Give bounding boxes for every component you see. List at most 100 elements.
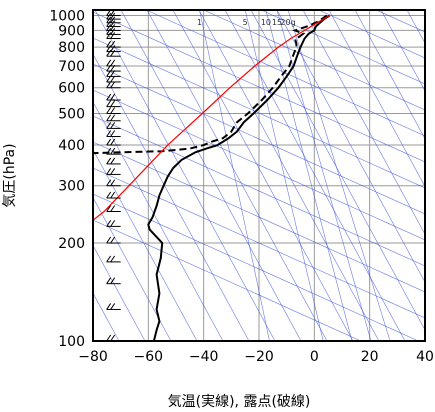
wind-barb-flag [110, 191, 116, 199]
dry-adiabat-line [93, 149, 198, 341]
wind-barb-flag [110, 75, 116, 83]
dry-adiabat-line [94, 10, 276, 341]
x-tick-label: −80 [78, 349, 108, 365]
wind-barb-flag [106, 100, 112, 107]
plot-frame [92, 9, 426, 342]
y-axis-title: 気圧(hPa) [2, 143, 18, 207]
wind-barb-flag [110, 236, 116, 244]
wind-barb [106, 114, 121, 122]
wind-barb-flag [110, 107, 116, 114]
y-tick-label: 900 [58, 23, 85, 39]
wind-barb-flag [106, 107, 112, 114]
wind-barb-flag [106, 93, 112, 101]
dry-adiabat-line [380, 10, 425, 92]
wind-barb-flag [110, 100, 116, 107]
wind-barb [106, 303, 121, 310]
wind-barb-flag [106, 81, 112, 89]
mixing-ratio-line [199, 10, 270, 341]
dry-adiabat-line [276, 10, 425, 283]
y-tick-label: 500 [58, 107, 85, 123]
wind-barb-flag [110, 12, 116, 20]
wind-barb-flag [106, 12, 112, 20]
wind-barb-flag [110, 303, 116, 310]
wind-barb [106, 107, 121, 115]
wind-barb-flag [110, 179, 116, 186]
y-tick-label: 100 [58, 334, 85, 350]
wind-barb [106, 75, 121, 83]
wind-barb-flag [106, 168, 112, 175]
wind-barb-flag [110, 49, 116, 57]
wind-barb-flag [110, 93, 116, 101]
dry-adiabat-line [224, 10, 406, 341]
wind-barb [106, 93, 121, 101]
x-tick-label: −60 [134, 349, 164, 365]
wind-barb-flag [110, 138, 116, 146]
y-tick-label: 1000 [49, 9, 85, 25]
moist-adiabat-line [93, 11, 425, 163]
wind-barb-flag [110, 114, 116, 122]
wind-barb-flag [106, 236, 112, 244]
wind-barb [106, 147, 121, 155]
wind-barb-flag [110, 28, 116, 35]
dry-adiabat-line [120, 10, 302, 341]
wind-barb [106, 255, 121, 263]
wind-barb-flag [110, 205, 116, 212]
wind-barb [106, 122, 121, 129]
wind-barb-flag [106, 179, 112, 186]
wind-barb-flag [106, 64, 112, 72]
wind-barb [106, 277, 121, 285]
dry-adiabat-line [302, 10, 425, 235]
wind-barb-flag [110, 130, 116, 137]
wind-barb-flag [106, 40, 112, 48]
wind-barb [106, 168, 121, 175]
wind-barb-flag [110, 24, 116, 31]
dry-adiabat-line [198, 10, 380, 341]
wind-barb-flag [106, 130, 112, 137]
mixing-ratio-label: 1 [197, 18, 202, 27]
wind-barb-flag [106, 138, 112, 146]
mixing-ratio-line [287, 10, 391, 341]
dry-adiabat-line [250, 10, 425, 331]
wind-barb-flag [110, 59, 116, 67]
dry-adiabat-line [406, 10, 425, 44]
dry-adiabat-line [93, 244, 146, 341]
wind-barb-flag [106, 70, 112, 77]
dry-adiabat-line [93, 53, 250, 341]
wind-barb-flag [110, 64, 116, 72]
moist-adiabat-line [260, 10, 425, 85]
series-layer [93, 14, 331, 341]
moist-adiabat-line [93, 37, 425, 189]
dry-adiabat-line [328, 10, 425, 188]
x-tick-label: −20 [244, 349, 274, 365]
wind-barb [106, 179, 121, 187]
mixing-ratio-label: 15 [272, 18, 282, 27]
wind-barb [106, 138, 121, 146]
wind-barb [106, 191, 121, 199]
moist-adiabat-line [93, 63, 425, 215]
dry-adiabat-line [354, 10, 425, 140]
wind-barb-flag [106, 122, 112, 129]
wind-barb-flag [106, 20, 112, 27]
mixing-ratio-line [265, 10, 353, 341]
wind-barb-flag [106, 157, 112, 165]
wind-barb-flag [110, 147, 116, 155]
mixing-ratio-label: 5 [243, 18, 248, 27]
mixing-ratio-line [244, 10, 324, 341]
wind-barb-flag [110, 277, 116, 284]
wind-barb-flag [110, 16, 116, 24]
wind-barb-flag [106, 59, 112, 67]
grid-layer [92, 10, 426, 342]
wind-barb [106, 157, 121, 165]
wind-barb [106, 81, 121, 89]
wind-barb-flag [106, 28, 112, 35]
moist-adiabat-line [202, 10, 425, 111]
moist-adiabat-line [93, 141, 425, 293]
mixing-ratio-lines [93, 10, 425, 341]
wind-barb-flag [106, 303, 112, 310]
wind-barb-flag [106, 191, 112, 199]
wind-barb [106, 205, 121, 212]
wind-barb-flag [106, 147, 112, 155]
wind-barb-flag [110, 220, 116, 227]
dry-adiabat-line [146, 10, 328, 341]
wind-barb-flag [110, 255, 116, 263]
